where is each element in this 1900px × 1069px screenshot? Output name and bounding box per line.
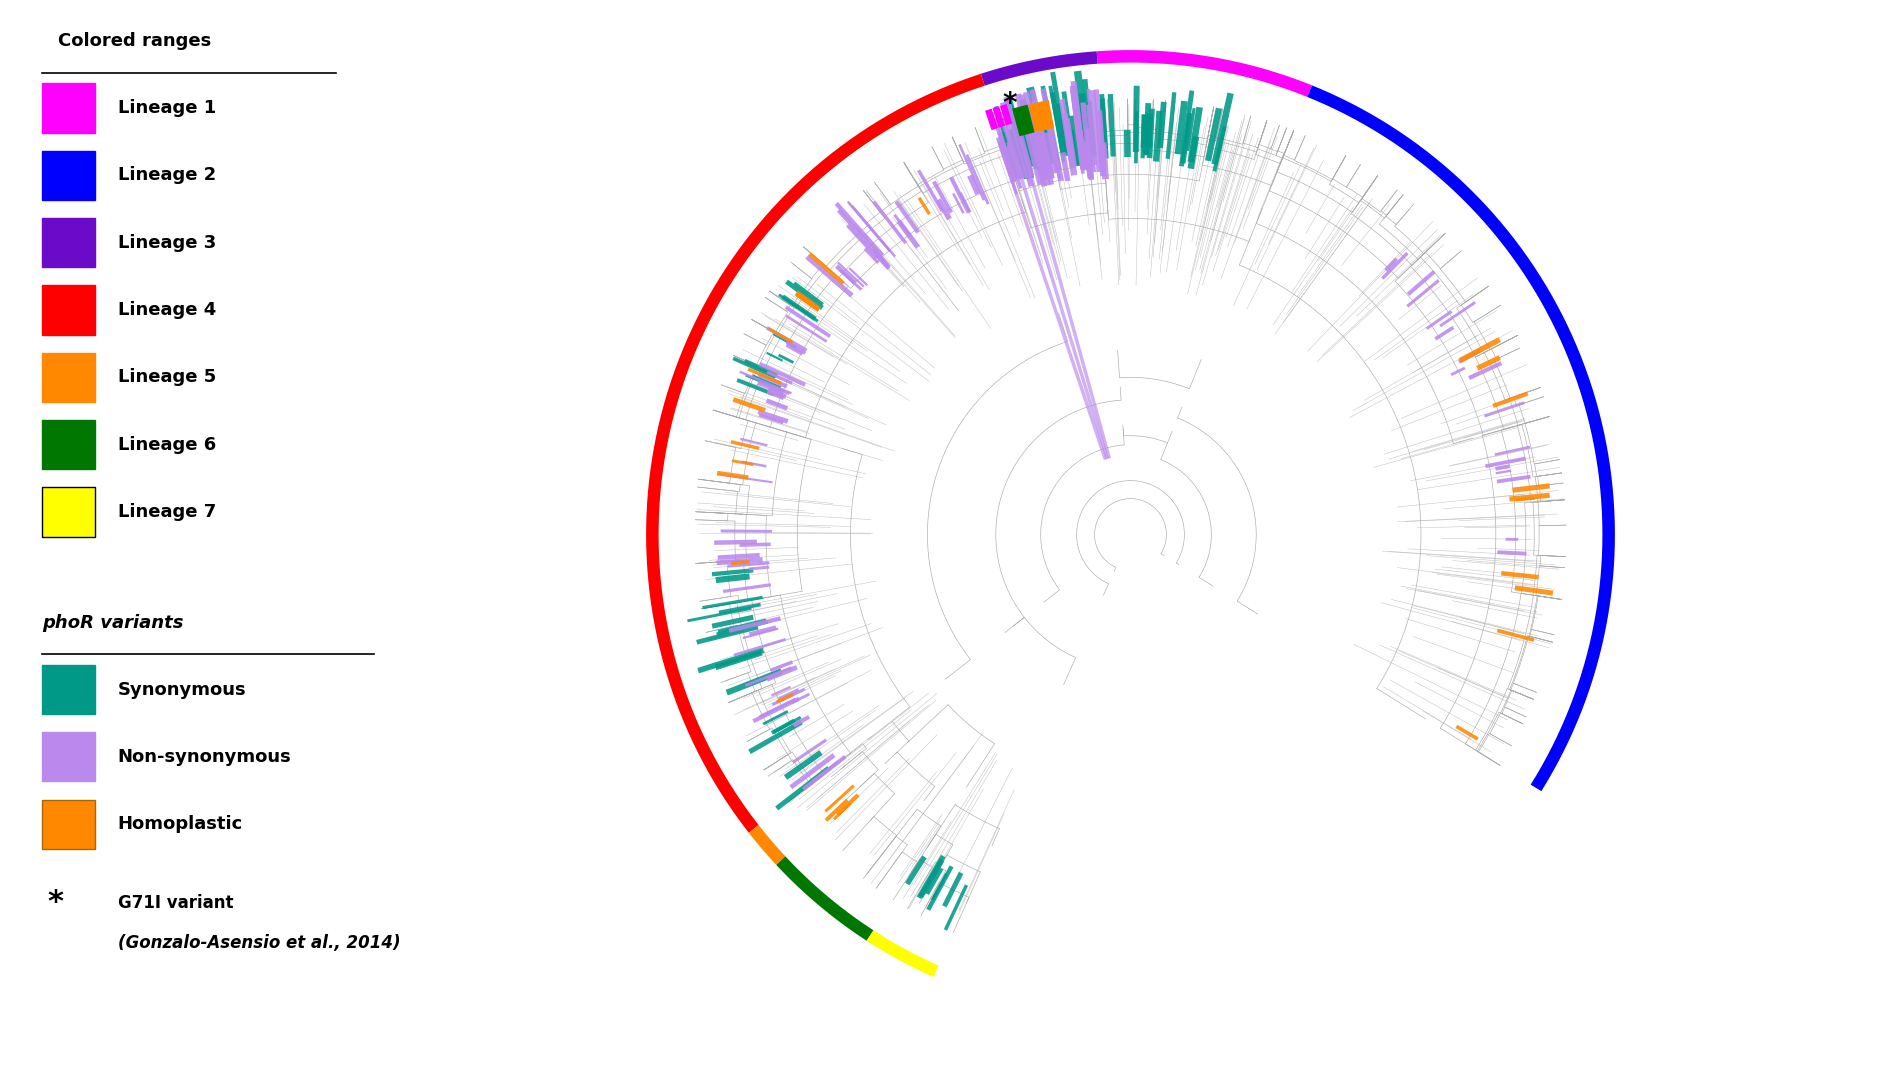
Text: G71I variant: G71I variant — [118, 894, 234, 912]
Bar — [42, 218, 95, 267]
Bar — [42, 420, 95, 469]
Bar — [42, 487, 95, 537]
Bar — [42, 83, 95, 133]
Text: Lineage 4: Lineage 4 — [118, 301, 217, 319]
Bar — [42, 353, 95, 402]
Text: Lineage 7: Lineage 7 — [118, 503, 217, 521]
Bar — [42, 732, 95, 781]
Text: Lineage 5: Lineage 5 — [118, 369, 217, 386]
Text: Synonymous: Synonymous — [118, 681, 247, 698]
Text: Lineage 6: Lineage 6 — [118, 436, 217, 453]
Bar — [42, 285, 95, 335]
Text: Non-synonymous: Non-synonymous — [118, 748, 291, 765]
Bar — [42, 665, 95, 714]
Text: Lineage 1: Lineage 1 — [118, 99, 217, 117]
Text: Colored ranges: Colored ranges — [57, 32, 211, 50]
Bar — [42, 151, 95, 200]
Text: (Gonzalo-Asensio et al., 2014): (Gonzalo-Asensio et al., 2014) — [118, 934, 401, 952]
Text: *: * — [1001, 90, 1017, 118]
Text: *: * — [48, 888, 63, 917]
Text: Lineage 3: Lineage 3 — [118, 234, 217, 251]
Bar — [42, 800, 95, 849]
Text: Lineage 2: Lineage 2 — [118, 167, 217, 184]
Text: Homoplastic: Homoplastic — [118, 816, 243, 833]
Text: phoR variants: phoR variants — [42, 614, 182, 632]
